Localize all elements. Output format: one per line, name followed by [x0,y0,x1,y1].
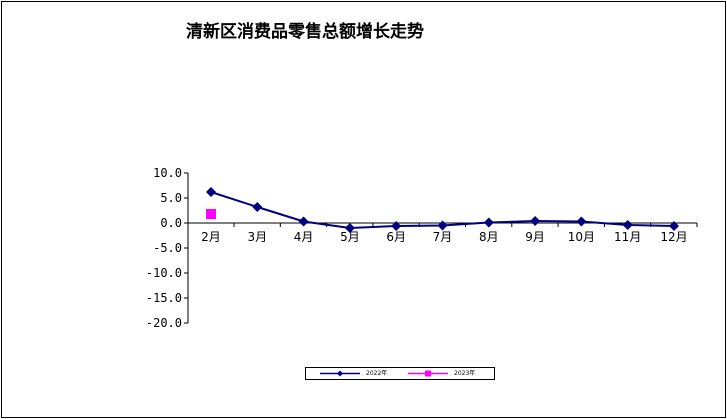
x-axis-labels: 2月 3月 4月 5月 6月 7月 8月 9月 10月 11月 12月 [201,223,698,244]
legend-label-2022: 2022年 [366,370,388,377]
data-point [391,221,402,231]
chart-title: 清新区消费品零售总额增长走势 [186,22,424,42]
series-layer [206,187,679,233]
data-point [669,221,679,231]
series-1 [206,209,216,219]
axes [187,173,697,323]
x-tick-label: 5月 [340,230,360,244]
y-tick-label: 10.0 [153,166,182,180]
x-tick-label: 8月 [479,230,499,244]
x-tick-label: 10月 [568,230,595,244]
legend-entry-2022: 2022年 [318,368,398,379]
data-point [483,217,494,228]
x-tick-label: 11月 [614,230,641,244]
y-tick-label: -5.0 [153,241,182,255]
data-point [576,216,587,227]
legend-swatch-2022 [320,370,360,377]
series-0 [206,187,679,233]
y-tick-label: -20.0 [146,316,182,330]
legend-label-2023: 2023年 [454,370,476,377]
x-tick-label: 12月 [660,230,687,244]
data-point [344,223,355,233]
x-tick-label: 6月 [386,230,406,244]
y-tick-label: -15.0 [146,291,182,305]
data-point [252,202,263,212]
y-tick-label: 0.0 [160,216,182,230]
data-point [437,220,448,231]
y-tick-label: -10.0 [146,266,182,280]
y-axis-ticks: 10.0 5.0 0.0 -5.0 -10.0 -15.0 -20.0 [146,166,188,330]
legend-entry-2023: 2023年 [406,368,486,379]
x-tick-label: 4月 [294,230,314,244]
x-tick-label: 2月 [201,230,221,244]
legend: 2022年 2023年 [305,367,495,380]
x-tick-label: 9月 [525,230,545,244]
x-tick-label: 3月 [247,230,267,244]
x-tick-label: 7月 [433,230,453,244]
legend-swatch-2023 [408,370,448,377]
data-point [206,187,216,197]
data-point [622,220,633,230]
data-point [206,209,216,219]
data-point [298,216,309,227]
data-point [530,216,541,226]
y-tick-label: 5.0 [160,191,182,205]
